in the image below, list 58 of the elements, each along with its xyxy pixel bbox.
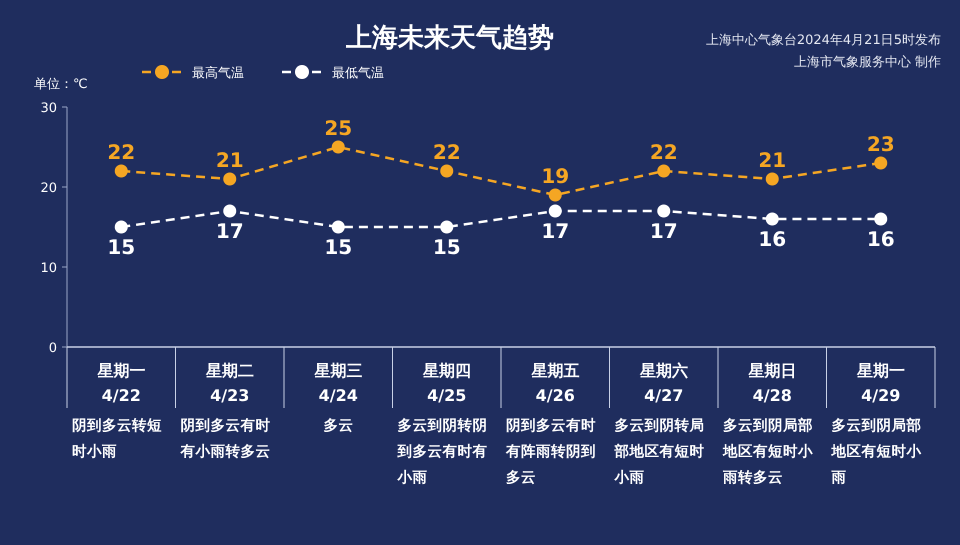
legend-label: 最高气温	[192, 65, 244, 81]
y-tick-label: 0	[48, 341, 57, 356]
data-label: 17	[216, 219, 244, 243]
data-label: 22	[432, 140, 461, 164]
x-tick-label: 星期三 4/24	[313, 361, 362, 405]
data-label: 21	[758, 148, 786, 172]
point	[332, 220, 345, 234]
data-label: 17	[541, 219, 570, 243]
point	[440, 220, 454, 234]
x-tick-label: 星期六 4/27	[638, 361, 688, 405]
data-label: 16	[866, 227, 895, 251]
data-label: 21	[216, 148, 244, 172]
point	[114, 220, 128, 234]
point	[874, 212, 888, 226]
point	[440, 164, 454, 178]
point	[223, 204, 236, 218]
text: 阴到多云有时有小雨转多云	[180, 417, 270, 460]
point	[114, 164, 128, 178]
text: 多云到阴局部地区有短时小雨转多云	[722, 416, 814, 486]
point	[657, 204, 670, 218]
legend-label: 最低气温	[332, 66, 384, 81]
data-label: 15	[324, 235, 352, 259]
x-tick-label: 星期二 4/23	[204, 361, 254, 405]
text: 多云到阴转阴到多云有时有小雨	[396, 417, 488, 486]
text: 多云到阴转局部地区有短时小雨	[614, 417, 704, 486]
text: 阴到多云转短时小雨	[72, 417, 162, 460]
point	[332, 140, 345, 154]
point	[223, 172, 236, 186]
x-tick-label: 星期日 4/28	[747, 361, 796, 405]
x-tick-label: 星期一 4/22	[96, 361, 146, 405]
data-label: 16	[758, 227, 786, 251]
data-label: 17	[650, 219, 678, 243]
y-tick-label: 20	[40, 181, 57, 196]
text: 上海市气象服务中心 制作	[794, 54, 941, 70]
point	[548, 204, 562, 218]
y-tick-label: 10	[40, 261, 57, 276]
point	[766, 212, 779, 226]
y-axis-title: 单位：℃	[34, 77, 88, 92]
data-label: 15	[107, 235, 136, 259]
point	[657, 164, 670, 178]
y-tick-label: 30	[40, 101, 57, 116]
data-label: 25	[324, 116, 352, 140]
data-label: 22	[107, 140, 136, 164]
point	[548, 188, 562, 202]
text: 上海中心气象台2024年4月21日5时发布	[706, 32, 941, 48]
x-tick-label: 星期五 4/26	[530, 361, 580, 405]
text: 多云到阴局部地区有短时小雨	[830, 416, 922, 486]
data-label: 22	[650, 140, 678, 164]
point	[766, 172, 779, 186]
x-tick-label: 星期一 4/29	[856, 361, 905, 405]
data-label: 15	[432, 235, 461, 259]
chart-title: 上海未来天气趋势	[345, 23, 554, 53]
data-label: 19	[541, 164, 570, 188]
text: 多云	[323, 417, 354, 434]
data-label: 23	[866, 132, 895, 156]
x-tick-label: 星期四 4/25	[422, 361, 471, 405]
point	[874, 156, 888, 170]
text: 阴到多云有时有阵雨转阴到多云	[505, 417, 596, 486]
